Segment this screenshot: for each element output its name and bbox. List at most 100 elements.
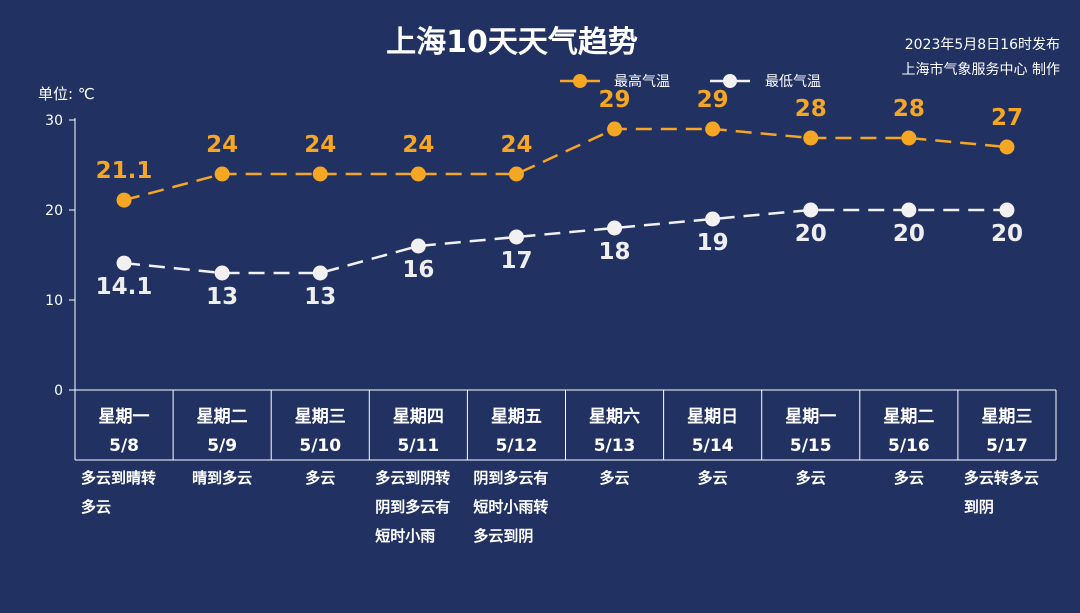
- data-label-high: 24: [402, 132, 434, 158]
- date-label: 5/11: [397, 436, 439, 456]
- weekday-label: 星期一: [99, 407, 150, 427]
- data-label-low: 13: [304, 284, 336, 310]
- weather-description: 多云: [600, 469, 630, 487]
- data-point-high: [312, 166, 328, 182]
- data-label-high: 28: [893, 96, 925, 122]
- chart-title: 上海10天天气趋势: [386, 25, 638, 60]
- weekday-label: 星期二: [197, 407, 248, 427]
- data-label-low: 13: [206, 284, 238, 310]
- weekday-label: 星期三: [981, 407, 1032, 427]
- data-label-high: 27: [991, 105, 1023, 131]
- weekday-label: 星期日: [687, 407, 738, 427]
- date-label: 5/16: [888, 436, 930, 456]
- data-point-low: [607, 220, 623, 236]
- data-label-low: 20: [795, 221, 827, 247]
- weather-description: 多云: [81, 498, 111, 516]
- weather-description: 短时小雨: [375, 527, 435, 545]
- data-label-high: 21.1: [96, 158, 153, 184]
- series-line-low: [123, 208, 1007, 275]
- series-lines: [123, 127, 1008, 275]
- date-label: 5/17: [986, 436, 1028, 456]
- data-label-low: 19: [697, 230, 729, 256]
- weather-description: 多云: [894, 469, 924, 487]
- y-ticks: 0 10 20 30: [45, 113, 75, 399]
- weather-description: 多云: [796, 469, 826, 487]
- data-point-low: [705, 211, 721, 227]
- date-label: 5/13: [594, 436, 636, 456]
- date-label: 5/9: [207, 436, 237, 456]
- y-tick-label: 30: [45, 113, 63, 129]
- data-label-low: 16: [402, 257, 434, 283]
- data-point-low: [508, 229, 524, 245]
- weather-description: 晴到多云: [192, 469, 252, 487]
- date-label: 5/8: [109, 436, 139, 456]
- data-point-low: [214, 265, 230, 281]
- data-point-high: [116, 192, 132, 208]
- weekday-label: 星期一: [785, 407, 836, 427]
- data-label-low: 17: [500, 248, 532, 274]
- data-label-low: 18: [599, 239, 631, 265]
- data-label-high: 29: [697, 87, 729, 113]
- legend-low-label: 最低气温: [765, 74, 821, 90]
- data-labels: 21.1 24 24 24 24 29 29 28 28 27 14.1 13 13 16 17 18 19 20…: [96, 87, 1023, 310]
- data-point-high: [607, 121, 623, 137]
- date-label: 5/14: [692, 436, 734, 456]
- legend-high-label: 最高气温: [614, 73, 670, 90]
- y-tick-label: 20: [45, 203, 63, 219]
- weather-description: 阴到多云有: [473, 469, 548, 487]
- y-tick-label: 0: [54, 383, 63, 399]
- weather-description: 阴到多云有: [375, 498, 450, 516]
- data-label-low: 20: [991, 221, 1023, 247]
- legend-high[interactable]: 最高气温: [560, 73, 670, 90]
- data-point-low: [901, 202, 917, 218]
- weekday-label: 星期四: [393, 407, 444, 427]
- date-label: 5/10: [299, 436, 341, 456]
- legend-low-marker: [723, 74, 737, 88]
- publish-time: 2023年5月8日16时发布: [905, 37, 1060, 53]
- date-label: 5/15: [790, 436, 832, 456]
- data-point-low: [410, 238, 426, 254]
- data-point-high: [508, 166, 524, 182]
- data-label-high: 24: [500, 132, 532, 158]
- data-label-high: 24: [206, 132, 238, 158]
- data-label-low: 14.1: [96, 274, 153, 300]
- data-point-low: [116, 255, 132, 271]
- weekday-label: 星期五: [491, 407, 542, 427]
- weather-description: 多云转多云: [964, 469, 1039, 487]
- weekday-label: 星期三: [295, 407, 346, 427]
- weather-description: 多云到晴转: [81, 469, 156, 487]
- data-point-high: [705, 121, 721, 137]
- data-point-low: [312, 265, 328, 281]
- weather-description: 多云: [305, 469, 335, 487]
- producer-credit: 上海市气象服务中心 制作: [902, 61, 1060, 78]
- weekday-label: 星期六: [589, 406, 640, 427]
- data-point-high: [999, 139, 1015, 155]
- data-point-low: [803, 202, 819, 218]
- data-label-high: 29: [599, 87, 631, 113]
- data-point-high: [410, 166, 426, 182]
- data-label-high: 24: [304, 132, 336, 158]
- legend: 最高气温 最低气温: [560, 73, 821, 90]
- data-point-low: [999, 202, 1015, 218]
- weather-description: 多云: [698, 469, 728, 487]
- series-line-high: [123, 127, 1008, 202]
- weather-description: 多云到阴: [473, 527, 533, 545]
- data-point-high: [214, 166, 230, 182]
- weather-description: 多云到阴转: [375, 469, 450, 487]
- weather-description: 短时小雨转: [473, 498, 548, 516]
- unit-label: 单位: ℃: [38, 85, 95, 103]
- series-points: [116, 121, 1015, 281]
- data-point-high: [901, 130, 917, 146]
- date-label: 5/12: [496, 436, 538, 456]
- weather-description: 到阴: [964, 498, 994, 516]
- data-label-low: 20: [893, 221, 925, 247]
- y-tick-label: 10: [45, 293, 63, 309]
- forecast-table: 星期一5/8多云到晴转多云星期二5/9晴到多云星期三5/10多云星期四5/11多…: [74, 389, 1057, 545]
- weekday-label: 星期二: [883, 407, 934, 427]
- data-label-high: 28: [795, 96, 827, 122]
- data-point-high: [803, 130, 819, 146]
- legend-high-marker: [573, 74, 587, 88]
- legend-low[interactable]: 最低气温: [710, 74, 821, 90]
